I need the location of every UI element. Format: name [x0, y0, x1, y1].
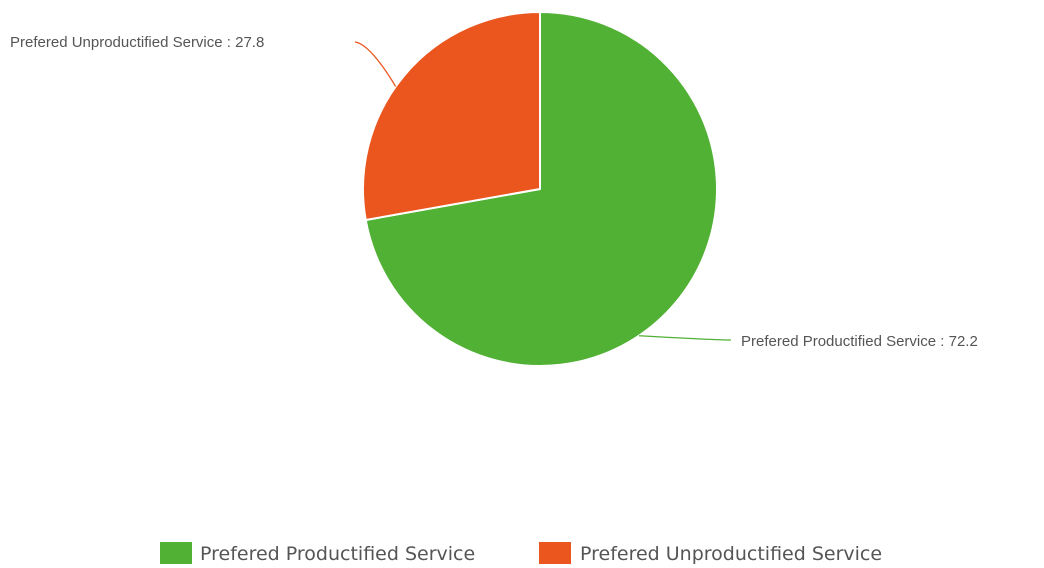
legend: Prefered Productified Service Prefered U…: [160, 542, 882, 565]
legend-swatch-productified: [160, 542, 192, 564]
leader-line-unproductified: [354, 41, 397, 87]
pie-slice-unproductified[interactable]: [362, 11, 541, 221]
legend-swatch-unproductified: [539, 542, 571, 564]
legend-item-unproductified[interactable]: Prefered Unproductified Service: [539, 542, 882, 565]
legend-item-productified[interactable]: Prefered Productified Service: [160, 542, 475, 565]
legend-label-productified: Prefered Productified Service: [200, 543, 475, 565]
data-label-productified: Prefered Productified Service : 72.2: [741, 333, 978, 350]
leader-lines: [354, 41, 732, 341]
data-label-unproductified: Prefered Unproductified Service : 27.8: [10, 34, 264, 51]
leader-line-productified: [638, 335, 732, 341]
pie-slice-productified[interactable]: [364, 11, 718, 367]
legend-label-unproductified: Prefered Unproductified Service: [580, 543, 882, 565]
pie-slices: [362, 11, 718, 367]
